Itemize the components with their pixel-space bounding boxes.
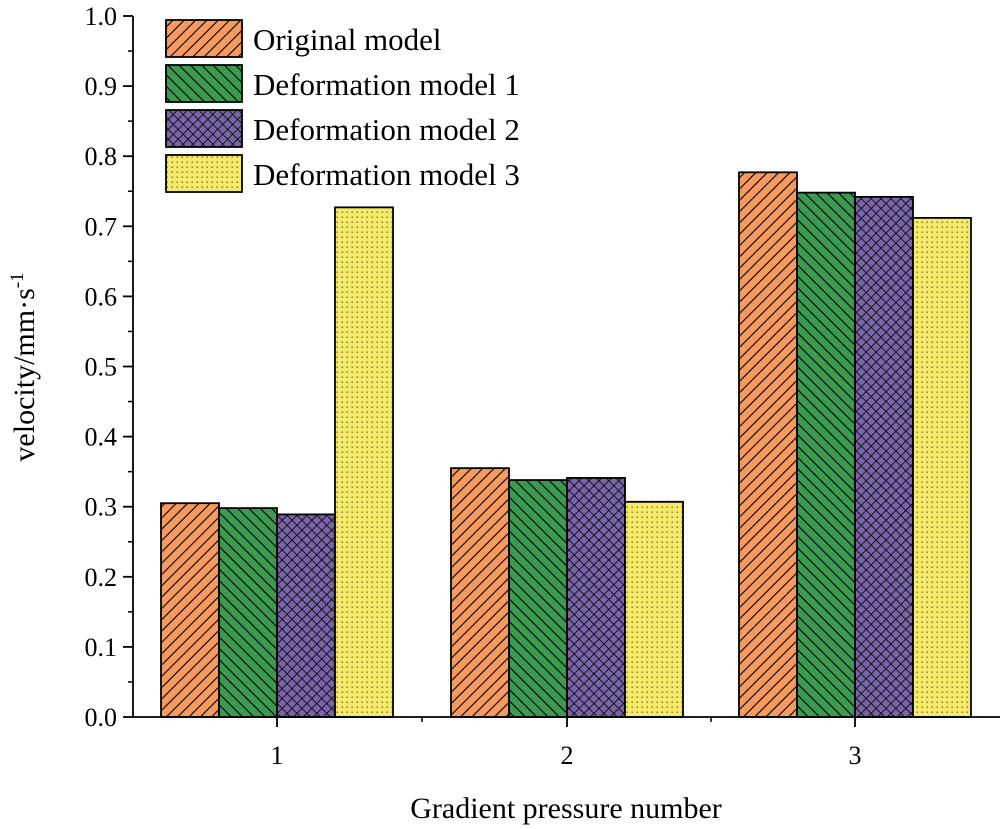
bar-deformation-model-2-cat-2 <box>566 477 626 718</box>
legend-label-original-model: Original model <box>253 22 442 57</box>
legend-swatch-original-model <box>165 19 243 58</box>
bar-deformation-model-3-cat-1 <box>334 206 394 718</box>
x-tick-label: 3 <box>849 741 862 770</box>
legend-swatch-deformation-model-1 <box>165 64 243 103</box>
bar-original-model-cat-2 <box>450 467 510 718</box>
y-axis-label: velocity/mm·s-1 <box>7 272 41 461</box>
bar-deformation-model-3-cat-2 <box>624 500 684 718</box>
bar-deformation-model-2-cat-1 <box>276 513 336 718</box>
bar-deformation-model-1-cat-1 <box>218 507 278 718</box>
y-tick-label: 0.4 <box>85 423 118 452</box>
y-tick-label: 0.2 <box>85 563 118 592</box>
y-tick-label: 1.0 <box>85 2 118 31</box>
axes-group: 0.0 0.1 0.2 0.3 0.4 0.5 0.6 0.7 0.8 0.9 1.0 1 2 3 <box>85 2 1000 770</box>
y-tick-label: 0.6 <box>85 282 118 311</box>
legend-label-deformation-model-3: Deformation model 3 <box>253 157 520 192</box>
y-tick-label: 0.1 <box>85 633 118 662</box>
y-tick-label: 0.7 <box>85 212 118 241</box>
y-tick-label: 0.3 <box>85 493 118 522</box>
y-axis-label-superscript: -1 <box>7 272 28 288</box>
x-axis-label: Gradient pressure number <box>410 792 722 825</box>
y-tick-label: 0.9 <box>85 72 118 101</box>
y-tick-label: 0.8 <box>85 142 118 171</box>
bar-original-model-cat-1 <box>160 502 220 718</box>
x-tick-label: 1 <box>271 741 284 770</box>
legend-label-deformation-model-1: Deformation model 1 <box>253 67 520 102</box>
y-axis-label-text: velocity/mm·s <box>8 288 41 461</box>
legend: Original model Deformation model 1 Deforma… <box>165 19 520 193</box>
bar-deformation-model-1-cat-2 <box>508 479 568 718</box>
x-tick-label: 2 <box>561 741 574 770</box>
y-tick-label: 0.0 <box>85 703 118 732</box>
bar-deformation-model-1-cat-3 <box>796 191 856 718</box>
legend-swatch-deformation-model-3 <box>165 154 243 193</box>
bar-original-model-cat-3 <box>738 171 798 718</box>
legend-label-deformation-model-2: Deformation model 2 <box>253 112 520 147</box>
bar-deformation-model-2-cat-3 <box>854 195 914 718</box>
y-tick-label: 0.5 <box>85 353 118 382</box>
bars-group <box>160 171 972 718</box>
bar-deformation-model-3-cat-3 <box>912 216 972 718</box>
legend-swatch-deformation-model-2 <box>165 109 243 148</box>
